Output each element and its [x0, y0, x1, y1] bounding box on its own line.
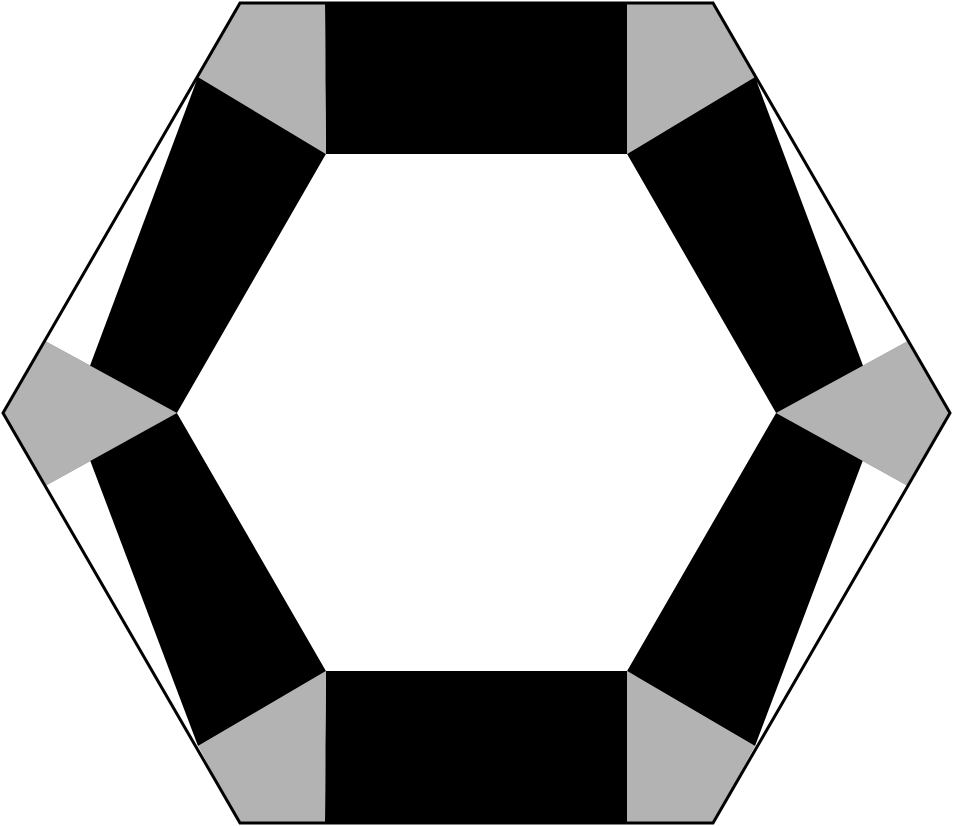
corners-layer: [3, 3, 950, 823]
band-bottom: [325, 671, 627, 823]
corner-bottom-right: [627, 671, 755, 823]
corner-left: [3, 341, 177, 486]
band-top: [325, 3, 627, 154]
inner-hexagon: [177, 154, 776, 671]
corner-bottom-left: [198, 671, 326, 823]
corner-right: [776, 341, 950, 486]
corner-top-left: [198, 3, 326, 154]
corner-top-right: [627, 3, 755, 154]
